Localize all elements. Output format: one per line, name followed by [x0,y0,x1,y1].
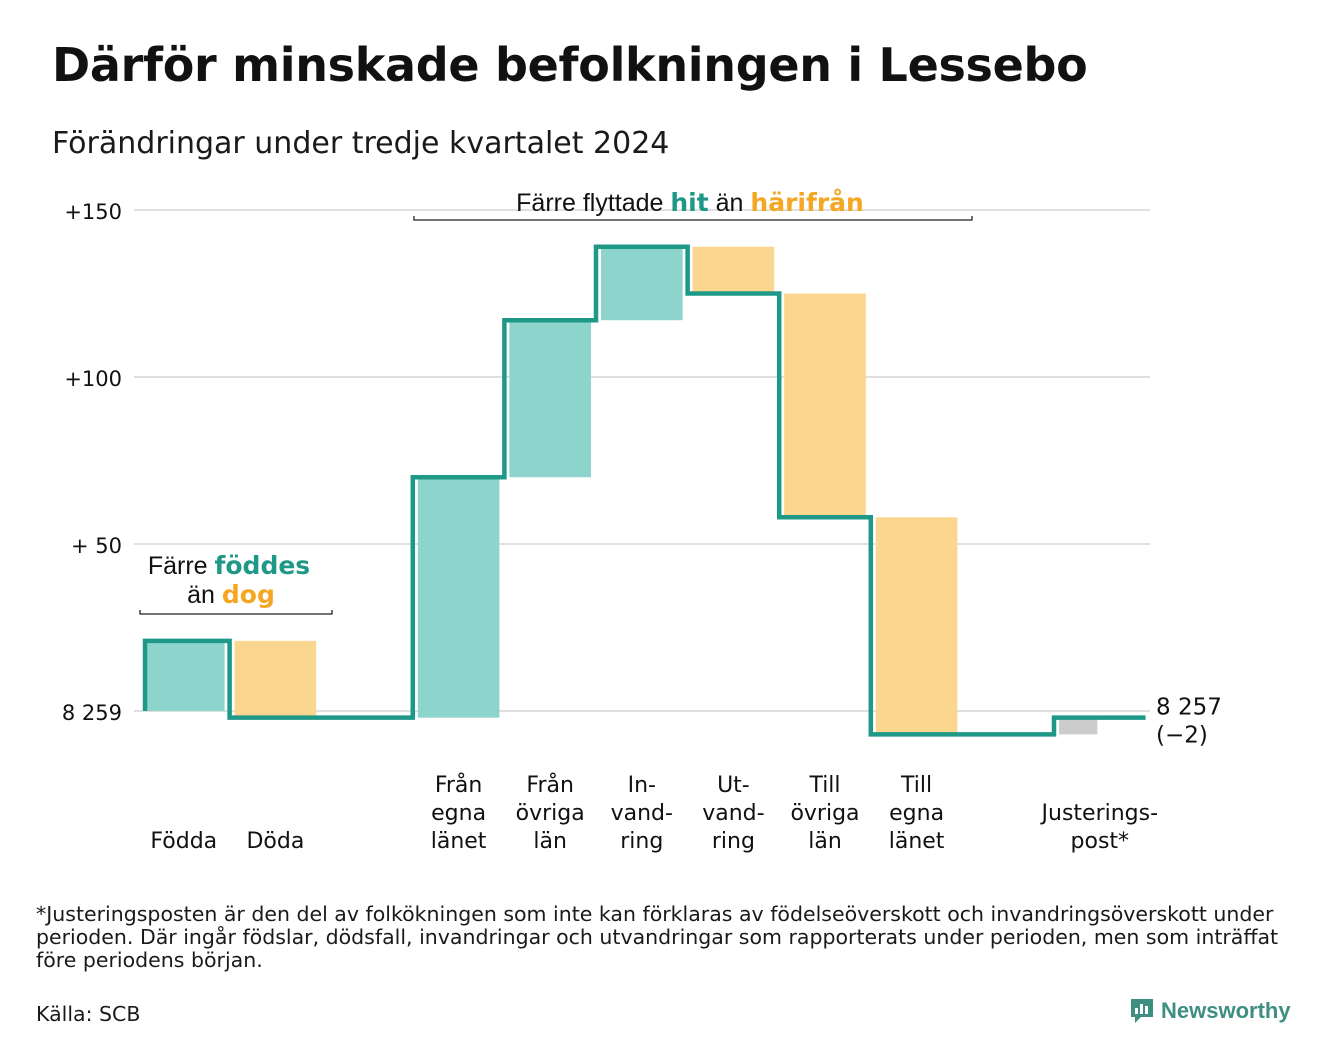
brand-logo: Newsworthy [1129,997,1291,1025]
chart-subtitle: Förändringar under tredje kvartalet 2024 [52,126,670,161]
step-line [142,244,1146,737]
annotation-bracket [413,216,973,221]
category-label: länet [889,829,945,854]
annotation-text: Färre flyttade hit än härifrån [516,188,864,217]
waterfall-bar [417,477,500,718]
category-label: In- [628,773,656,798]
source-label: Källa: SCB [36,1002,141,1026]
category-label: Till [808,773,840,798]
waterfall-bar [875,517,958,735]
category-label: post* [1071,829,1130,854]
category-label: egna [889,801,944,826]
category-label: ring [620,829,663,854]
brand-name: Newsworthy [1161,998,1291,1023]
chart-text: +150 +100 + 50 8 259 Födda Döda Från egna länet F… [62,188,1222,854]
category-label: Till [900,773,932,798]
category-label: Döda [246,829,304,854]
category-label: Från [435,772,483,798]
category-label: länet [431,829,487,854]
category-label: Från [526,772,574,798]
y-tick-label: +100 [64,367,122,391]
y-tick-label: 8 259 [62,701,122,725]
category-label: egna [431,801,486,826]
category-label: vand- [611,801,673,826]
y-tick-label: +150 [64,200,122,224]
category-label: län [808,829,842,854]
y-tick-label: + 50 [71,534,122,558]
bars [145,246,1098,735]
waterfall-bar [692,246,775,294]
waterfall-chart: +150 +100 + 50 8 259 Födda Döda Från egna länet F… [62,188,1222,854]
waterfall-bar [601,246,683,321]
category-label: vand- [702,801,764,826]
waterfall-bar [234,640,317,718]
annotation-bracket [139,610,333,615]
category-label: Ut- [717,773,750,798]
chart-title: Därför minskade befolkningen i Lessebo [52,38,1088,92]
waterfall-bar [509,320,591,478]
newsworthy-logo-icon [1131,999,1153,1023]
footnote: *Justeringsposten är den del av folkökni… [36,902,1279,972]
category-label: övriga [790,801,859,826]
end-value-label: (−2) [1156,723,1208,749]
waterfall-bar [1059,717,1098,735]
category-label: övriga [516,801,585,826]
category-label: Födda [150,829,217,854]
waterfall-bar [145,640,225,711]
category-label: Justerings- [1040,801,1159,826]
annotation-text: Färre föddes [148,551,310,580]
annotation-text: än dog [187,580,275,609]
category-label: ring [712,829,755,854]
waterfall-bar [784,293,866,518]
step-line-group [142,244,1146,737]
category-label: län [533,829,567,854]
end-value-label: 8 257 [1156,695,1222,721]
